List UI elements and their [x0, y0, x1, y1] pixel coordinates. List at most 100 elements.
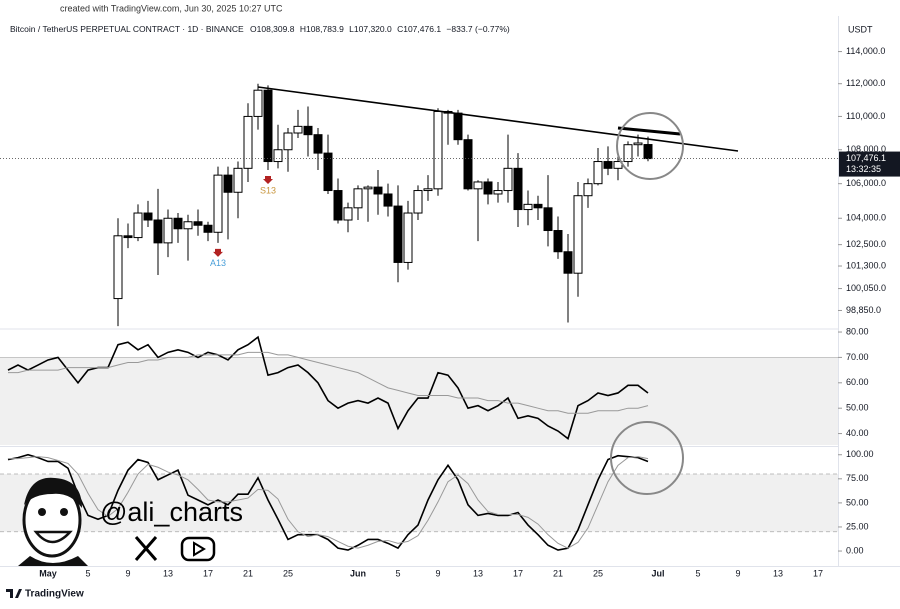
legend-low: L107,320.0 — [349, 24, 392, 34]
x-tick-label: 13 — [163, 568, 173, 578]
candle-body — [573, 195, 583, 274]
play-icon — [193, 541, 206, 557]
avatar-shirt — [18, 556, 88, 566]
x-tick-label: 17 — [513, 568, 523, 578]
signal-label: A13 — [210, 258, 226, 268]
legend-change: −833.7 (−0.77%) — [446, 24, 509, 34]
x-tick-label: 5 — [695, 568, 700, 578]
y-tick-label: 60.00 — [846, 377, 869, 387]
candle-body — [433, 110, 443, 190]
candle-body — [503, 167, 513, 192]
countdown: 13:32:35 — [846, 164, 881, 174]
x-tick-label: Jul — [651, 568, 664, 578]
candle-body — [643, 144, 653, 160]
candle-body — [563, 251, 573, 274]
candle-body — [393, 205, 403, 263]
avatar-eye — [60, 508, 68, 516]
y-tick-label: 100.00 — [846, 449, 874, 459]
x-tick-label: 5 — [395, 568, 400, 578]
last-price-label: 107,476.1 — [846, 153, 886, 163]
candle-body — [463, 139, 473, 190]
plot: 114,000.0 112,000.0 110,000.0 108,000.0 106,… — [0, 46, 900, 578]
candle-body — [263, 89, 273, 163]
y-tick-label: 112,000.0 — [846, 78, 885, 88]
indicator-line — [8, 456, 649, 549]
indicator-line — [7, 453, 649, 551]
candle-body — [153, 219, 163, 244]
candle-body — [413, 190, 423, 214]
candle-body — [473, 181, 483, 190]
indicator-line — [7, 335, 649, 440]
candle-body — [293, 125, 303, 134]
candle-body — [453, 112, 463, 141]
signal-arrow — [263, 176, 273, 185]
candle-body — [493, 190, 503, 195]
candle-body — [163, 217, 173, 244]
y-tick-label: 50.00 — [846, 403, 869, 413]
x-tick-label: 17 — [203, 568, 213, 578]
y-tick-label: 98,850.0 — [846, 305, 881, 315]
candle-body — [343, 207, 353, 221]
candle-body — [423, 188, 433, 192]
legend-close: C107,476.1 — [397, 24, 441, 34]
avatar-smile — [33, 530, 73, 544]
candle-body — [233, 167, 243, 193]
x-tick-label: 5 — [85, 568, 90, 578]
trend-line-highlight — [617, 126, 681, 136]
candle-body — [253, 89, 263, 117]
candle-body — [193, 221, 203, 226]
candle-body — [133, 212, 143, 239]
candle-body — [183, 221, 193, 230]
y-tick-label: 70.00 — [846, 352, 869, 362]
indicator-line — [8, 351, 649, 414]
candle-body — [553, 230, 563, 253]
avatar-hair — [24, 477, 82, 508]
y-tick-label: 25.00 — [846, 521, 869, 531]
x-tick-label: May — [39, 568, 57, 578]
x-icon — [134, 536, 158, 561]
y-tick-label: 40.00 — [846, 428, 869, 438]
candle-body — [383, 193, 393, 207]
y-tick-label: 0.00 — [846, 545, 864, 555]
candle-body — [203, 224, 213, 233]
highlight-circle — [616, 112, 684, 180]
candle-body — [523, 203, 533, 211]
y-tick-label: 106,000.0 — [846, 178, 886, 188]
candle-body — [283, 132, 293, 151]
candle-body — [313, 134, 323, 154]
y-tick-label: 102,500.0 — [846, 239, 886, 249]
last-price-box — [839, 151, 900, 177]
candle-body — [483, 181, 493, 195]
avatar-eye — [38, 508, 46, 516]
candle-body — [323, 152, 333, 192]
candle-body — [403, 212, 413, 263]
candle-body — [303, 125, 313, 136]
signal-arrow — [213, 248, 223, 257]
watermark: @ali_charts — [18, 477, 243, 566]
legend-high: H108,783.9 — [300, 24, 344, 34]
header: created with TradingView.com, Jun 30, 20… — [60, 3, 283, 13]
x-tick-label: 13 — [773, 568, 783, 578]
y-tick-label: 75.00 — [846, 473, 869, 483]
candle-body — [363, 186, 373, 190]
candle-body — [543, 207, 553, 232]
candle-body — [603, 161, 613, 169]
candle-body — [223, 174, 233, 193]
footer: TradingView — [25, 589, 84, 600]
x-tick-label: 9 — [125, 568, 130, 578]
candle-body — [513, 167, 523, 211]
candle-body — [583, 183, 593, 197]
candle-body — [373, 186, 383, 195]
x-tick-label: 21 — [553, 568, 563, 578]
highlight-circle — [610, 421, 684, 495]
candle-body — [623, 144, 633, 163]
x-tick-label: 21 — [243, 568, 253, 578]
trend-line — [257, 86, 739, 152]
y-tick-label: 114,000.0 — [846, 46, 885, 56]
candle-body — [173, 217, 183, 230]
x-tick-label: Jun — [350, 568, 366, 578]
candle-body — [533, 203, 543, 209]
currency: USDT — [848, 24, 873, 34]
x-tick-label: 17 — [813, 568, 823, 578]
